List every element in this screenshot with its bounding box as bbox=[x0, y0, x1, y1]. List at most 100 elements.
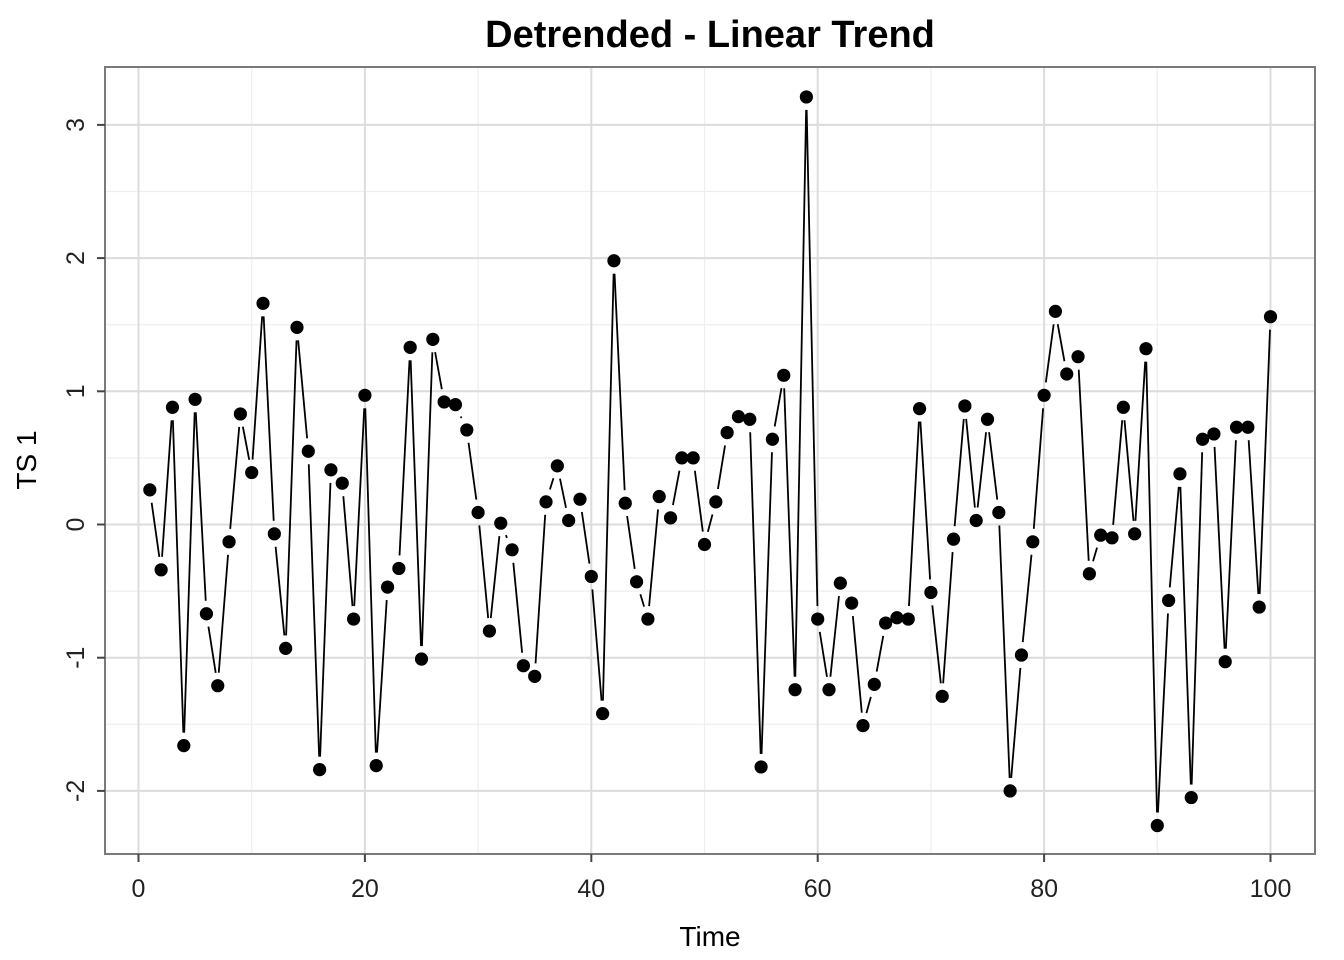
series-line-segment bbox=[908, 421, 920, 607]
series-line-segment bbox=[1044, 324, 1055, 383]
x-tick-label: 60 bbox=[804, 875, 832, 903]
series-line-segment bbox=[319, 482, 332, 757]
series-line-segment bbox=[512, 562, 524, 653]
y-tick-label: 0 bbox=[62, 518, 90, 532]
data-point bbox=[833, 576, 847, 590]
series-line-segment bbox=[229, 426, 241, 529]
series-line-segment bbox=[150, 502, 161, 558]
data-point bbox=[335, 476, 349, 490]
series-line-segment bbox=[1112, 420, 1124, 525]
data-point bbox=[516, 659, 530, 673]
data-point bbox=[346, 612, 361, 626]
series-line-segment bbox=[262, 316, 275, 521]
series-line-segment bbox=[342, 496, 354, 607]
data-point bbox=[584, 569, 598, 584]
series-line-segment bbox=[875, 635, 885, 672]
series-line-segment bbox=[976, 432, 987, 508]
data-point bbox=[1173, 467, 1187, 481]
data-point bbox=[324, 463, 338, 477]
axes: 0 20 40 60 80 100 -2 -1 0 1 2 3 bbox=[62, 118, 1291, 903]
series-line-segment bbox=[749, 432, 762, 754]
data-point bbox=[1014, 648, 1029, 662]
series-line-segment bbox=[504, 534, 508, 539]
series-line-segment bbox=[591, 589, 603, 701]
data-point bbox=[867, 677, 881, 691]
data-point bbox=[414, 652, 429, 666]
data-point bbox=[403, 340, 417, 354]
x-tick-label: 0 bbox=[132, 875, 146, 903]
data-point bbox=[697, 537, 712, 552]
data-point bbox=[313, 762, 327, 777]
series-line-segment bbox=[1157, 613, 1169, 813]
data-point bbox=[256, 296, 270, 310]
series-line-segment bbox=[773, 387, 783, 427]
series-line-segment bbox=[953, 418, 965, 527]
data-point bbox=[392, 561, 406, 576]
series-line-segment bbox=[818, 631, 828, 677]
data-point bbox=[980, 412, 995, 426]
x-tick-label: 20 bbox=[351, 875, 379, 903]
series-line-segment bbox=[409, 360, 422, 647]
series-line-segment bbox=[648, 509, 659, 607]
data-point bbox=[856, 719, 870, 733]
data-point bbox=[743, 412, 757, 426]
series-line-segment bbox=[297, 340, 309, 439]
data-point bbox=[1195, 432, 1210, 446]
series-line-segment bbox=[1134, 361, 1147, 521]
data-point bbox=[799, 90, 813, 104]
data-point bbox=[245, 465, 259, 480]
data-point bbox=[1105, 531, 1119, 545]
data-point bbox=[437, 395, 451, 409]
data-point bbox=[788, 683, 802, 697]
series-line-segment bbox=[1077, 369, 1090, 561]
series-line-segment bbox=[183, 412, 196, 733]
data-point bbox=[1026, 535, 1040, 549]
data-point bbox=[709, 495, 723, 509]
data-point bbox=[969, 513, 983, 528]
series-line-segment bbox=[251, 316, 264, 460]
data-point bbox=[1184, 790, 1198, 805]
series-line-segment bbox=[998, 525, 1011, 778]
panel-border bbox=[104, 66, 1316, 855]
data-point bbox=[482, 624, 497, 638]
data-point bbox=[1241, 420, 1255, 434]
series-line-segment bbox=[194, 412, 207, 601]
series-line-segment bbox=[217, 554, 229, 673]
data-point bbox=[1060, 367, 1074, 381]
series-line-segment bbox=[285, 340, 298, 636]
data-point bbox=[1207, 427, 1221, 441]
data-point bbox=[1229, 420, 1244, 434]
data-point bbox=[811, 612, 825, 626]
data-point bbox=[1150, 818, 1164, 833]
data-point bbox=[1139, 342, 1153, 356]
series-line-segment bbox=[307, 464, 321, 757]
data-point bbox=[731, 410, 746, 424]
data-point bbox=[1128, 527, 1142, 541]
series-line-segment bbox=[1032, 408, 1044, 529]
data-point bbox=[1071, 350, 1085, 364]
data-point bbox=[652, 489, 666, 504]
data-point bbox=[845, 596, 859, 610]
data-point bbox=[822, 683, 836, 697]
data-point bbox=[629, 575, 644, 589]
data-point bbox=[618, 496, 632, 510]
data-point bbox=[222, 535, 236, 549]
data-point bbox=[1082, 567, 1096, 581]
data-point bbox=[890, 611, 904, 625]
series-line-segment bbox=[580, 511, 591, 564]
data-point bbox=[912, 402, 927, 416]
series-line-segment bbox=[965, 418, 976, 508]
y-tick-label: 2 bbox=[62, 251, 90, 265]
series-line-segment bbox=[706, 514, 714, 533]
series-line-segment bbox=[829, 595, 840, 677]
x-tick-label: 80 bbox=[1030, 875, 1058, 903]
data-point bbox=[550, 459, 564, 473]
data-point bbox=[641, 612, 655, 626]
series-line-segment bbox=[434, 351, 443, 390]
series-line-segment bbox=[421, 352, 434, 647]
data-point bbox=[879, 616, 893, 630]
x-tick-label: 40 bbox=[577, 875, 605, 903]
data-point bbox=[233, 407, 247, 421]
series-line-segment bbox=[693, 470, 704, 532]
